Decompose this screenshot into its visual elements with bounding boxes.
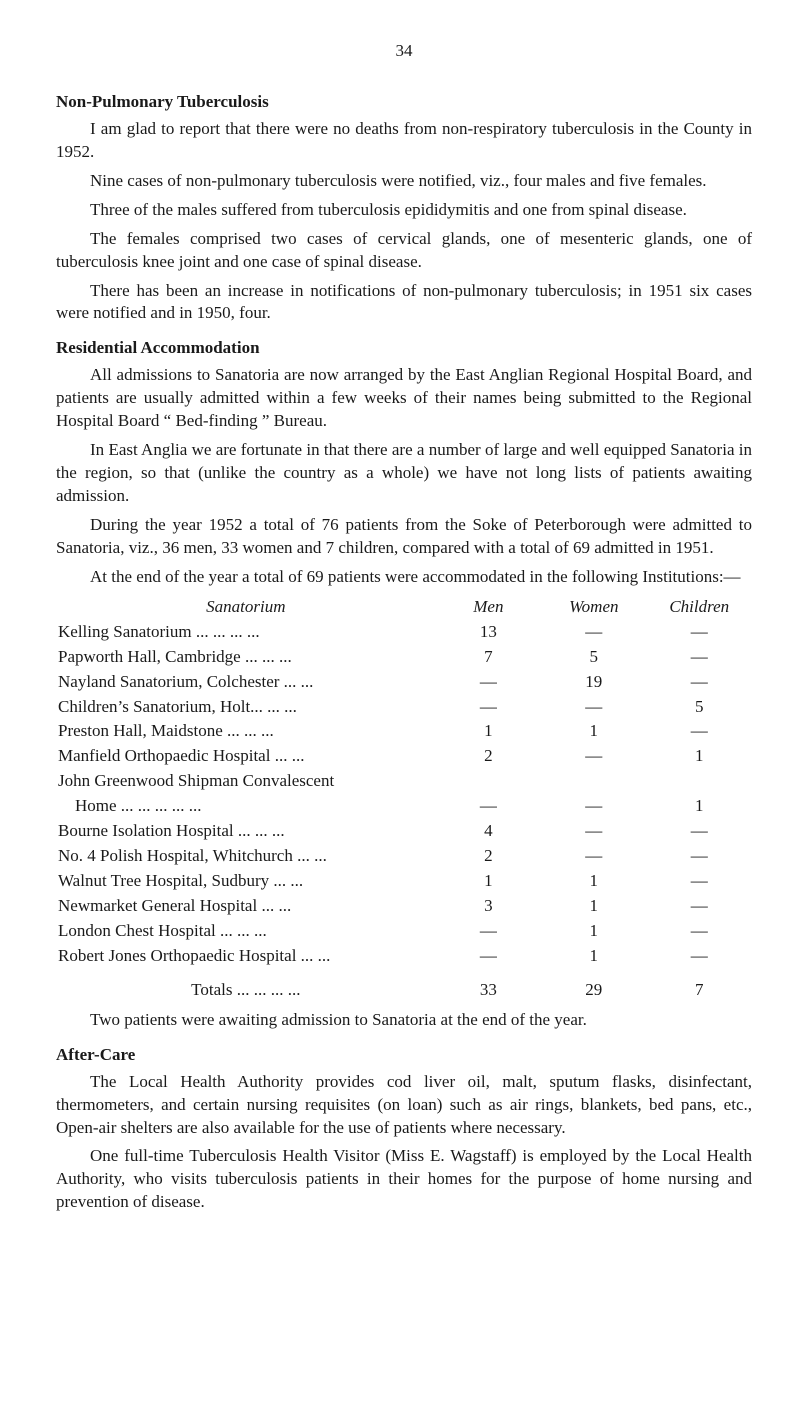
cell-children [647,769,752,794]
table-row: John Greenwood Shipman Convalescent [56,769,752,794]
cell-men: — [436,919,541,944]
cell-women: 19 [541,670,646,695]
heading-residential: Residential Accommodation [56,337,752,360]
paragraph: I am glad to report that there were no d… [56,118,752,164]
cell-women: 1 [541,894,646,919]
paragraph: Two patients were awaiting admission to … [56,1009,752,1032]
cell-women: — [541,819,646,844]
paragraph: At the end of the year a total of 69 pat… [56,566,752,589]
cell-children: — [647,819,752,844]
table-row: Walnut Tree Hospital, Sudbury ... ...11— [56,869,752,894]
cell-men: 7 [436,645,541,670]
table-row: Children’s Sanatorium, Holt... ... ...——… [56,695,752,720]
totals-children: 7 [647,969,752,1003]
cell-name: London Chest Hospital ... ... ... [56,919,436,944]
cell-women: 1 [541,919,646,944]
table-row: No. 4 Polish Hospital, Whitchurch ... ..… [56,844,752,869]
paragraph: One full-time Tuberculosis Health Visito… [56,1145,752,1214]
cell-men: 4 [436,819,541,844]
cell-men: 13 [436,620,541,645]
totals-label: Totals ... ... ... ... [56,969,436,1003]
cell-children: — [647,944,752,969]
cell-men: — [436,695,541,720]
cell-name: No. 4 Polish Hospital, Whitchurch ... ..… [56,844,436,869]
table-totals-row: Totals ... ... ... ... 33 29 7 [56,969,752,1003]
totals-men: 33 [436,969,541,1003]
cell-men: 2 [436,744,541,769]
paragraph: Nine cases of non-pulmonary tuberculosis… [56,170,752,193]
cell-children: 5 [647,695,752,720]
table-row: Robert Jones Orthopaedic Hospital ... ..… [56,944,752,969]
cell-children: — [647,719,752,744]
table-row: Preston Hall, Maidstone ... ... ...11— [56,719,752,744]
cell-name: Bourne Isolation Hospital ... ... ... [56,819,436,844]
table-row: Newmarket General Hospital ... ...31— [56,894,752,919]
cell-women: 1 [541,944,646,969]
cell-name: Robert Jones Orthopaedic Hospital ... ..… [56,944,436,969]
cell-men: 1 [436,869,541,894]
cell-women: 5 [541,645,646,670]
heading-after-care: After-Care [56,1044,752,1067]
totals-women: 29 [541,969,646,1003]
cell-women: — [541,695,646,720]
table-row: Bourne Isolation Hospital ... ... ...4—— [56,819,752,844]
cell-women [541,769,646,794]
cell-women: — [541,794,646,819]
col-sanatorium: Sanatorium [56,595,436,620]
cell-children: — [647,620,752,645]
cell-women: — [541,620,646,645]
cell-children: — [647,919,752,944]
table-body: Kelling Sanatorium ... ... ... ...13——Pa… [56,620,752,969]
table-row: London Chest Hospital ... ... ...—1— [56,919,752,944]
paragraph: The Local Health Authority provides cod … [56,1071,752,1140]
sanatoria-table: Sanatorium Men Women Children Kelling Sa… [56,595,752,1003]
cell-men: 3 [436,894,541,919]
col-children: Children [647,595,752,620]
cell-name: Home ... ... ... ... ... [56,794,436,819]
paragraph: The females comprised two cases of cervi… [56,228,752,274]
cell-men: — [436,670,541,695]
paragraph: There has been an increase in notificati… [56,280,752,326]
cell-name: Nayland Sanatorium, Colchester ... ... [56,670,436,695]
cell-name: Newmarket General Hospital ... ... [56,894,436,919]
cell-children: — [647,894,752,919]
cell-name: Kelling Sanatorium ... ... ... ... [56,620,436,645]
table-row: Papworth Hall, Cambridge ... ... ...75— [56,645,752,670]
cell-men: 2 [436,844,541,869]
cell-men [436,769,541,794]
table-header-row: Sanatorium Men Women Children [56,595,752,620]
paragraph: In East Anglia we are fortunate in that … [56,439,752,508]
cell-children: — [647,844,752,869]
cell-name: Children’s Sanatorium, Holt... ... ... [56,695,436,720]
cell-children: — [647,670,752,695]
cell-men: 1 [436,719,541,744]
cell-men: — [436,944,541,969]
table-row: Kelling Sanatorium ... ... ... ...13—— [56,620,752,645]
table-row: Manfield Orthopaedic Hospital ... ...2—1 [56,744,752,769]
cell-name: Papworth Hall, Cambridge ... ... ... [56,645,436,670]
table-row: Nayland Sanatorium, Colchester ... ...—1… [56,670,752,695]
cell-name: John Greenwood Shipman Convalescent [56,769,436,794]
table-row: Home ... ... ... ... ...——1 [56,794,752,819]
cell-women: — [541,744,646,769]
cell-name: Walnut Tree Hospital, Sudbury ... ... [56,869,436,894]
cell-children: 1 [647,744,752,769]
page-number: 34 [56,40,752,63]
cell-children: — [647,645,752,670]
heading-non-pulmonary: Non-Pulmonary Tuberculosis [56,91,752,114]
cell-children: — [647,869,752,894]
cell-children: 1 [647,794,752,819]
paragraph: All admissions to Sanatoria are now arra… [56,364,752,433]
cell-women: 1 [541,719,646,744]
cell-women: 1 [541,869,646,894]
col-men: Men [436,595,541,620]
cell-name: Manfield Orthopaedic Hospital ... ... [56,744,436,769]
cell-name: Preston Hall, Maidstone ... ... ... [56,719,436,744]
paragraph: During the year 1952 a total of 76 patie… [56,514,752,560]
cell-men: — [436,794,541,819]
paragraph: Three of the males suffered from tubercu… [56,199,752,222]
cell-women: — [541,844,646,869]
col-women: Women [541,595,646,620]
